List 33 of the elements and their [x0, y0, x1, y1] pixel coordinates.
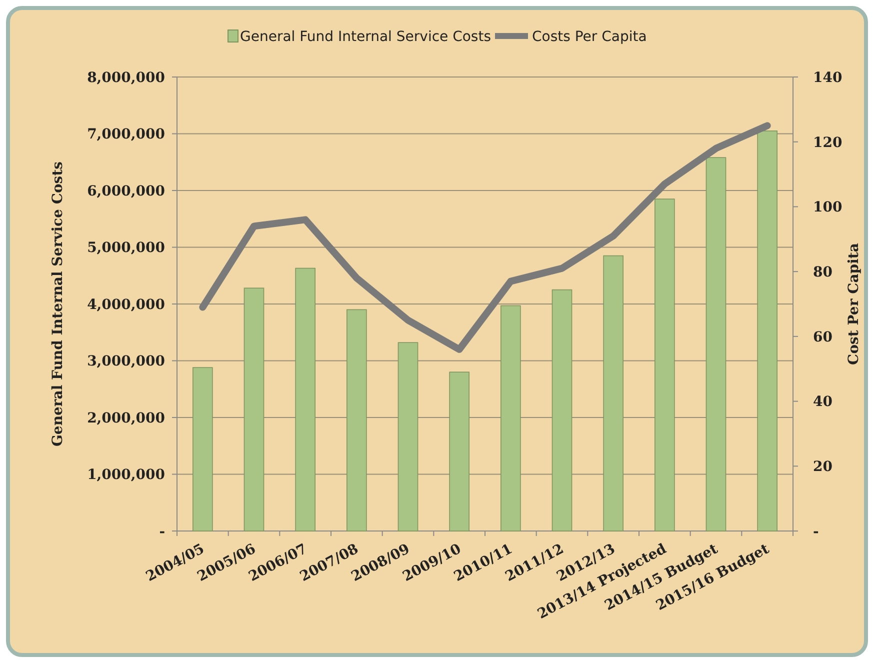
bar — [295, 268, 316, 532]
y-tick-label: - — [159, 524, 166, 540]
legend-label: Costs Per Capita — [532, 28, 647, 45]
bar — [244, 288, 264, 532]
bar — [654, 198, 675, 532]
y-tick-label: 4,000,000 — [87, 296, 166, 313]
y2-tick-label: 140 — [813, 70, 842, 86]
y-tick-label: 6,000,000 — [87, 183, 166, 200]
y2-axis-title: Cost Per Capita — [846, 243, 862, 365]
y-tick-label: 7,000,000 — [87, 126, 166, 143]
y2-tick-label: 80 — [813, 264, 833, 280]
bar — [500, 305, 521, 532]
y2-tick-label: 60 — [813, 329, 833, 346]
y2-tick-label: 120 — [813, 134, 842, 151]
y2-tick-label: 40 — [813, 394, 833, 410]
y2-tick-label: - — [813, 524, 819, 540]
bar — [192, 367, 213, 532]
bar — [757, 130, 778, 532]
y-tick-label: 3,000,000 — [87, 354, 166, 370]
bar — [706, 157, 726, 532]
bar — [603, 255, 624, 532]
y-tick-label: 8,000,000 — [87, 70, 166, 86]
y-axis-title: General Fund Internal Service Costs — [50, 161, 66, 447]
legend-label: General Fund Internal Service Costs — [240, 28, 492, 45]
y-tick-label: 1,000,000 — [87, 467, 166, 484]
bar — [449, 372, 470, 532]
bar — [398, 342, 418, 532]
y-tick-label: 2,000,000 — [87, 410, 166, 426]
y2-tick-label: 20 — [813, 459, 833, 476]
y-tick-label: 5,000,000 — [87, 240, 166, 256]
y2-tick-label: 100 — [813, 200, 842, 216]
bar — [346, 309, 367, 532]
bar — [552, 289, 572, 532]
